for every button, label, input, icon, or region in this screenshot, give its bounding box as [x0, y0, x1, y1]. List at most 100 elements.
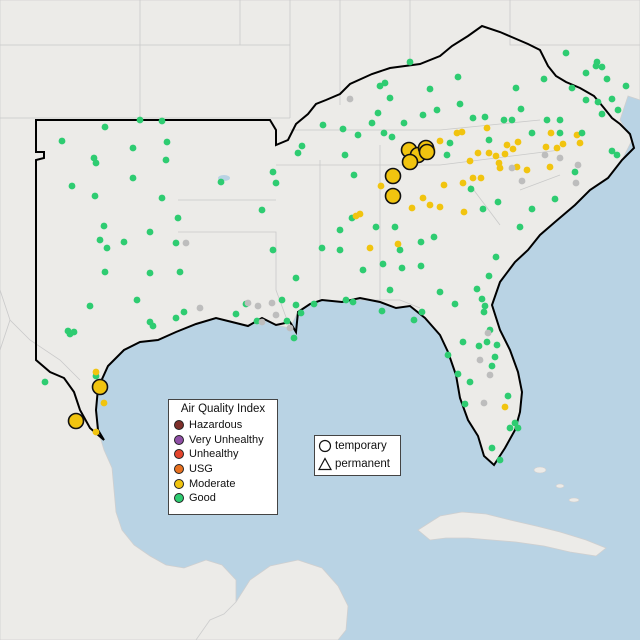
- monitor-marker[interactable]: [477, 174, 485, 182]
- monitor-marker[interactable]: [96, 236, 104, 244]
- monitor-marker[interactable]: [232, 310, 240, 318]
- monitor-marker[interactable]: [294, 149, 302, 157]
- monitor-marker[interactable]: [459, 338, 467, 346]
- monitor-marker[interactable]: [158, 194, 166, 202]
- monitor-marker[interactable]: [174, 214, 182, 222]
- monitor-marker[interactable]: [543, 116, 551, 124]
- monitor-marker[interactable]: [481, 302, 489, 310]
- monitor-marker[interactable]: [454, 73, 462, 81]
- monitor-marker[interactable]: [417, 262, 425, 270]
- monitor-marker[interactable]: [342, 296, 350, 304]
- monitor-marker[interactable]: [493, 341, 501, 349]
- monitor-marker[interactable]: [378, 307, 386, 315]
- monitor-marker[interactable]: [488, 444, 496, 452]
- monitor-marker[interactable]: [346, 95, 354, 103]
- monitor-marker[interactable]: [473, 285, 481, 293]
- monitor-marker[interactable]: [341, 151, 349, 159]
- monitor-marker[interactable]: [196, 304, 204, 312]
- monitor-marker[interactable]: [547, 129, 555, 137]
- monitor-marker[interactable]: [374, 109, 382, 117]
- monitor-marker[interactable]: [298, 142, 306, 150]
- monitor-marker[interactable]: [466, 157, 474, 165]
- monitor-marker[interactable]: [366, 244, 374, 252]
- monitor-marker[interactable]: [582, 69, 590, 77]
- monitor-marker[interactable]: [376, 82, 384, 90]
- monitor-marker[interactable]: [578, 129, 586, 137]
- monitor-marker[interactable]: [163, 138, 171, 146]
- monitor-marker[interactable]: [244, 299, 252, 307]
- monitor-marker[interactable]: [418, 308, 426, 316]
- monitor-marker[interactable]: [509, 145, 517, 153]
- monitor-marker[interactable]: [433, 106, 441, 114]
- monitor-marker[interactable]: [556, 116, 564, 124]
- monitor-marker[interactable]: [476, 356, 484, 364]
- monitor-marker[interactable]: [408, 204, 416, 212]
- monitor-marker[interactable]: [386, 286, 394, 294]
- temporary-monitor-marker[interactable]: [384, 187, 402, 205]
- monitor-marker[interactable]: [349, 298, 357, 306]
- monitor-marker[interactable]: [350, 171, 358, 179]
- monitor-marker[interactable]: [436, 137, 444, 145]
- monitor-marker[interactable]: [286, 324, 294, 332]
- monitor-marker[interactable]: [146, 269, 154, 277]
- monitor-marker[interactable]: [386, 94, 394, 102]
- monitor-marker[interactable]: [359, 266, 367, 274]
- monitor-marker[interactable]: [149, 322, 157, 330]
- monitor-marker[interactable]: [518, 177, 526, 185]
- monitor-marker[interactable]: [136, 116, 144, 124]
- monitor-marker[interactable]: [391, 223, 399, 231]
- monitor-marker[interactable]: [492, 152, 500, 160]
- monitor-marker[interactable]: [456, 100, 464, 108]
- monitor-marker[interactable]: [443, 151, 451, 159]
- monitor-marker[interactable]: [426, 85, 434, 93]
- monitor-marker[interactable]: [608, 147, 616, 155]
- monitor-marker[interactable]: [92, 428, 100, 436]
- monitor-marker[interactable]: [540, 75, 548, 83]
- monitor-marker[interactable]: [100, 399, 108, 407]
- monitor-marker[interactable]: [485, 136, 493, 144]
- monitor-marker[interactable]: [58, 137, 66, 145]
- monitor-marker[interactable]: [454, 370, 462, 378]
- temporary-monitor-marker[interactable]: [401, 153, 419, 171]
- monitor-marker[interactable]: [318, 244, 326, 252]
- monitor-marker[interactable]: [158, 117, 166, 125]
- monitor-marker[interactable]: [129, 144, 137, 152]
- monitor-marker[interactable]: [598, 110, 606, 118]
- monitor-marker[interactable]: [528, 205, 536, 213]
- monitor-marker[interactable]: [514, 138, 522, 146]
- monitor-marker[interactable]: [551, 195, 559, 203]
- monitor-marker[interactable]: [129, 174, 137, 182]
- monitor-marker[interactable]: [92, 368, 100, 376]
- monitor-marker[interactable]: [553, 144, 561, 152]
- monitor-marker[interactable]: [446, 139, 454, 147]
- monitor-marker[interactable]: [508, 116, 516, 124]
- monitor-marker[interactable]: [488, 362, 496, 370]
- temporary-monitor-marker[interactable]: [67, 412, 85, 430]
- monitor-marker[interactable]: [453, 129, 461, 137]
- monitor-marker[interactable]: [103, 244, 111, 252]
- monitor-marker[interactable]: [86, 302, 94, 310]
- monitor-marker[interactable]: [528, 129, 536, 137]
- monitor-marker[interactable]: [440, 181, 448, 189]
- monitor-marker[interactable]: [598, 63, 606, 71]
- monitor-marker[interactable]: [180, 308, 188, 316]
- monitor-marker[interactable]: [474, 149, 482, 157]
- monitor-marker[interactable]: [501, 150, 509, 158]
- monitor-marker[interactable]: [269, 246, 277, 254]
- monitor-marker[interactable]: [91, 192, 99, 200]
- monitor-marker[interactable]: [562, 49, 570, 57]
- monitor-marker[interactable]: [556, 154, 564, 162]
- monitor-marker[interactable]: [484, 329, 492, 337]
- monitor-marker[interactable]: [614, 106, 622, 114]
- monitor-marker[interactable]: [480, 399, 488, 407]
- monitor-marker[interactable]: [485, 272, 493, 280]
- monitor-marker[interactable]: [272, 311, 280, 319]
- monitor-marker[interactable]: [101, 268, 109, 276]
- monitor-marker[interactable]: [506, 424, 514, 432]
- monitor-marker[interactable]: [486, 371, 494, 379]
- monitor-marker[interactable]: [546, 163, 554, 171]
- monitor-marker[interactable]: [593, 58, 601, 66]
- monitor-marker[interactable]: [290, 334, 298, 342]
- monitor-marker[interactable]: [100, 222, 108, 230]
